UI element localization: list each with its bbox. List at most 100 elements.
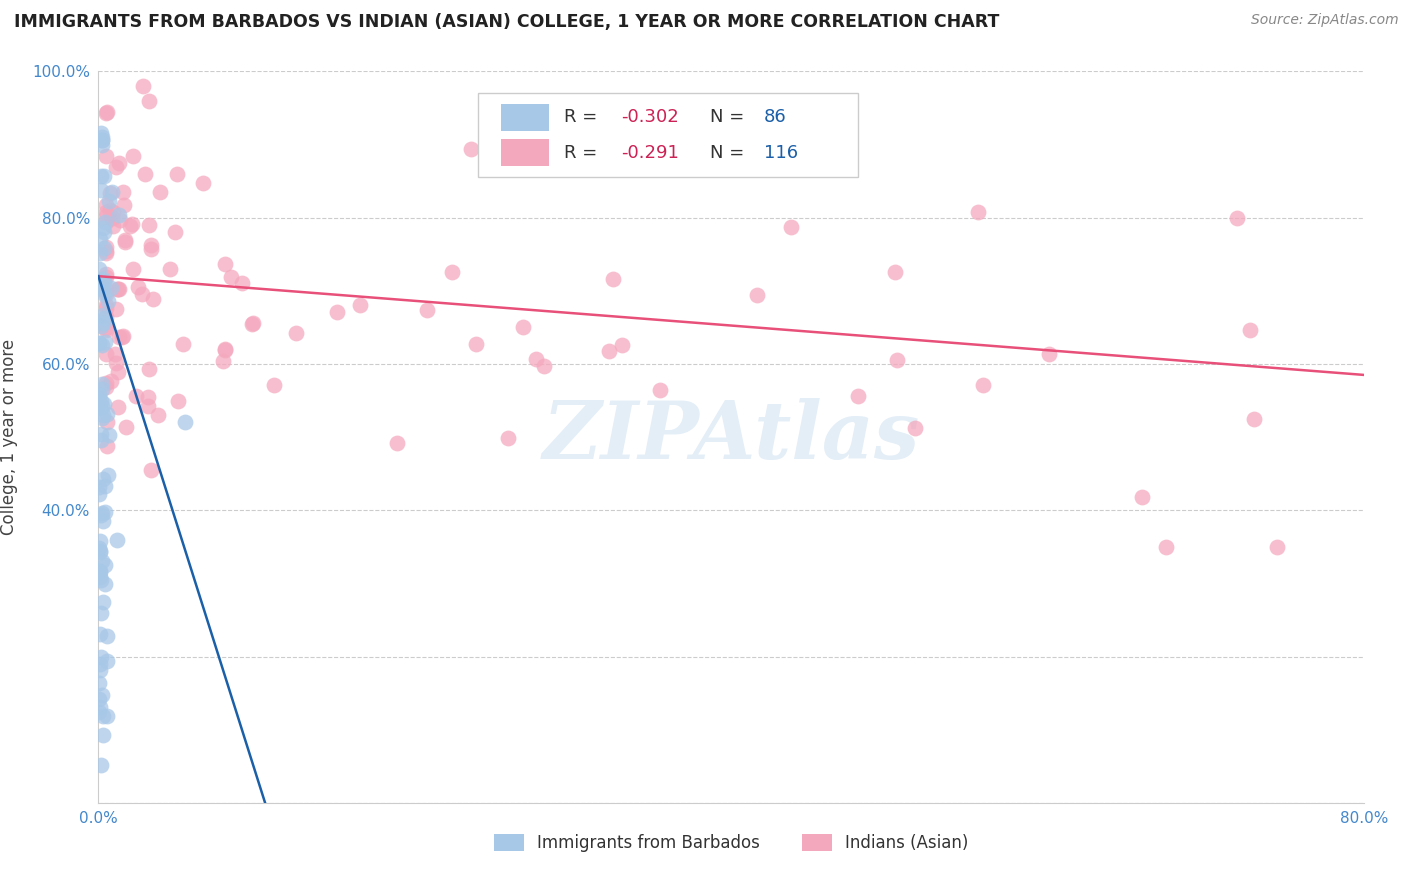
Point [89, 335, 111, 350]
Point [1265, 540, 1288, 554]
Point [97, 293, 120, 308]
Point [108, 155, 131, 169]
Point [325, 305, 347, 319]
Point [91, 316, 114, 330]
Point [138, 218, 160, 232]
Point [93, 397, 115, 411]
Point [93, 225, 115, 239]
Point [98, 186, 121, 201]
Point [94, 334, 117, 349]
Point [972, 378, 994, 392]
Point [89, 627, 111, 641]
Point [89, 391, 111, 405]
Point [610, 337, 633, 351]
Point [91, 410, 114, 425]
Point [89, 676, 111, 690]
Point [89, 388, 111, 402]
Point [105, 282, 128, 296]
Point [91, 708, 114, 723]
Point [97, 194, 120, 209]
Point [114, 235, 136, 249]
Point [141, 463, 163, 477]
Point [90, 650, 112, 665]
Point [89, 541, 111, 555]
Point [90, 133, 112, 147]
Point [91, 281, 114, 295]
Point [512, 320, 534, 334]
Point [91, 408, 114, 422]
Point [96, 298, 118, 312]
Point [96, 268, 118, 282]
Text: 86: 86 [763, 109, 787, 127]
Point [90, 169, 112, 183]
Point [91, 595, 114, 609]
Point [90, 126, 112, 140]
Point [122, 262, 145, 277]
Point [779, 219, 801, 234]
Point [93, 287, 115, 301]
Point [108, 330, 131, 344]
Point [90, 508, 112, 523]
Point [602, 272, 624, 286]
Point [91, 728, 114, 742]
Point [96, 214, 118, 228]
Point [93, 215, 115, 229]
Point [90, 133, 112, 147]
Point [166, 393, 188, 408]
Point [131, 287, 153, 301]
Point [96, 380, 118, 394]
Point [96, 283, 118, 297]
Point [1239, 322, 1261, 336]
Point [90, 757, 112, 772]
Text: N =: N = [710, 144, 749, 161]
Point [172, 337, 194, 351]
Text: N =: N = [710, 109, 749, 127]
Point [111, 329, 134, 343]
Point [112, 198, 135, 212]
Point [166, 167, 188, 181]
Point [90, 427, 112, 442]
Point [93, 310, 115, 325]
Point [91, 308, 114, 322]
Point [214, 343, 236, 358]
Point [212, 354, 235, 368]
Point [104, 160, 127, 174]
Point [100, 211, 122, 225]
Point [89, 699, 111, 714]
Point [648, 384, 671, 398]
Point [263, 377, 285, 392]
Point [138, 362, 160, 376]
Point [115, 420, 138, 434]
Point [114, 234, 136, 248]
Point [89, 543, 111, 558]
Point [89, 564, 111, 578]
Point [136, 399, 159, 413]
Point [120, 50, 142, 64]
Point [89, 262, 111, 277]
Point [89, 705, 111, 719]
Point [90, 573, 112, 587]
Point [96, 347, 118, 361]
Point [93, 558, 115, 572]
Text: ZIPAtlas: ZIPAtlas [543, 399, 920, 475]
Point [96, 654, 118, 668]
Point [89, 533, 111, 548]
Point [89, 245, 111, 260]
Point [118, 219, 141, 233]
Point [93, 169, 115, 183]
Point [89, 545, 111, 559]
Point [110, 330, 132, 344]
Point [104, 347, 127, 361]
Point [967, 205, 990, 219]
Point [96, 415, 118, 429]
Point [886, 353, 908, 368]
Point [91, 506, 114, 520]
Point [107, 366, 129, 380]
Y-axis label: College, 1 year or more: College, 1 year or more [0, 339, 18, 535]
Text: -0.302: -0.302 [621, 109, 679, 127]
Point [90, 183, 112, 197]
Point [107, 400, 129, 414]
Point [127, 280, 149, 294]
Point [142, 292, 165, 306]
Point [101, 186, 124, 200]
